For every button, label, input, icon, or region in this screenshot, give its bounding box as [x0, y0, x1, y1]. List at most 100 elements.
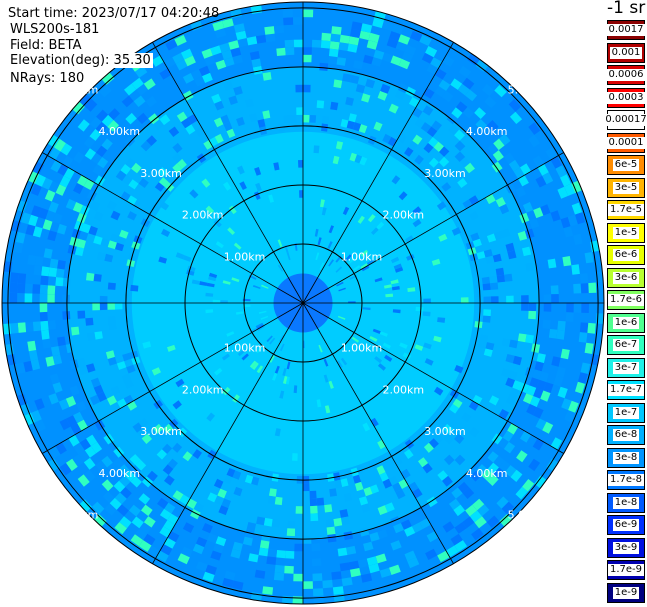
scan-cell	[388, 475, 399, 486]
scan-cell	[56, 268, 65, 278]
scan-cell	[384, 284, 392, 289]
scan-cell	[160, 544, 173, 556]
scan-cell	[109, 233, 120, 243]
scan-cell	[487, 451, 499, 463]
scan-cell	[451, 487, 463, 499]
scan-cell	[321, 32, 332, 42]
scan-cell	[363, 54, 374, 65]
scan-cell	[269, 337, 276, 345]
ring-label: 1.00km	[341, 342, 383, 355]
scan-cell	[437, 550, 450, 563]
scan-cell	[528, 134, 541, 148]
scan-cell	[532, 369, 542, 380]
scan-cell	[258, 547, 269, 557]
scan-cell	[303, 54, 312, 63]
scan-cell	[434, 386, 444, 396]
scan-cell	[201, 48, 213, 59]
scan-cell	[557, 386, 568, 399]
scan-cell	[93, 514, 107, 527]
scan-cell	[48, 147, 61, 160]
scan-cell	[47, 230, 58, 242]
scan-cell	[256, 365, 264, 374]
scan-cell	[485, 342, 495, 351]
scan-cell	[580, 283, 589, 294]
scan-cell	[336, 281, 344, 287]
scan-cell	[202, 571, 215, 583]
scan-cell	[285, 550, 295, 559]
scan-cell	[109, 497, 122, 510]
scan-cell	[484, 96, 497, 109]
scan-cell	[579, 273, 589, 284]
scan-cell	[58, 398, 70, 411]
spoke-330	[152, 42, 304, 304]
colorbar-cell: 0.0017	[606, 20, 646, 40]
scan-cell	[211, 93, 222, 104]
scan-cell	[59, 175, 71, 188]
scan-cell	[27, 254, 37, 266]
scan-cell	[369, 532, 380, 542]
scan-cell	[116, 504, 129, 517]
scan-cell	[116, 236, 127, 245]
scan-cell	[340, 478, 349, 487]
scan-cell	[455, 101, 468, 113]
scan-cell	[62, 311, 71, 320]
scan-cell	[96, 391, 107, 402]
scan-cell	[320, 40, 331, 49]
scan-cell	[40, 320, 49, 331]
scan-cell	[25, 224, 36, 236]
scan-cell	[328, 380, 334, 389]
scan-cell	[212, 20, 225, 31]
scan-cell	[52, 212, 63, 224]
scan-cell	[454, 454, 466, 466]
scan-cell	[534, 475, 547, 489]
scan-cell	[93, 273, 102, 282]
scan-cell	[226, 128, 236, 138]
scan-cell	[83, 136, 96, 149]
scan-cell	[469, 510, 482, 523]
scan-cell	[66, 415, 78, 427]
scan-cell	[451, 107, 463, 119]
scan-cell	[327, 241, 333, 249]
scan-cell	[214, 28, 227, 39]
scan-cell	[124, 379, 134, 389]
scan-cell	[428, 157, 439, 168]
scan-cell	[376, 221, 385, 230]
scan-cell	[220, 10, 232, 21]
colorbar-tick-label: 0.0017	[606, 24, 646, 36]
scan-cell	[148, 113, 160, 125]
colorbar-tick-label: 6e-5	[612, 159, 640, 171]
scan-cell	[499, 204, 510, 215]
scan-cell	[84, 99, 98, 112]
scan-cell	[214, 367, 223, 376]
scan-cell	[76, 400, 87, 412]
scan-cell	[425, 46, 438, 58]
scan-cell	[71, 326, 80, 336]
scan-cell	[138, 177, 149, 188]
scan-cell	[442, 423, 453, 434]
scan-cell	[203, 140, 213, 150]
scan-cell	[509, 111, 523, 124]
scan-cell	[412, 206, 422, 215]
scan-cell	[133, 95, 146, 107]
scan-cell	[157, 167, 168, 178]
scan-cell	[41, 266, 50, 277]
scan-cell	[331, 571, 342, 580]
scan-cell	[521, 303, 529, 311]
colorbar-cell: 3e-8	[607, 447, 645, 468]
ring-label: 5.00km	[508, 83, 550, 96]
scan-cell	[57, 259, 66, 270]
scan-cell	[232, 580, 244, 591]
scan-cell	[214, 495, 225, 506]
scan-cell	[462, 77, 475, 90]
scan-cell	[543, 382, 554, 394]
scan-cell	[385, 293, 394, 298]
scan-cell	[233, 86, 243, 96]
scan-cell	[532, 155, 545, 168]
scan-cell	[339, 562, 350, 572]
scan-cell	[206, 412, 215, 422]
scan-cell	[313, 588, 324, 597]
scan-cell	[525, 334, 534, 344]
scan-cell	[199, 281, 208, 286]
scan-cell	[93, 235, 103, 245]
scan-cell	[15, 362, 26, 374]
